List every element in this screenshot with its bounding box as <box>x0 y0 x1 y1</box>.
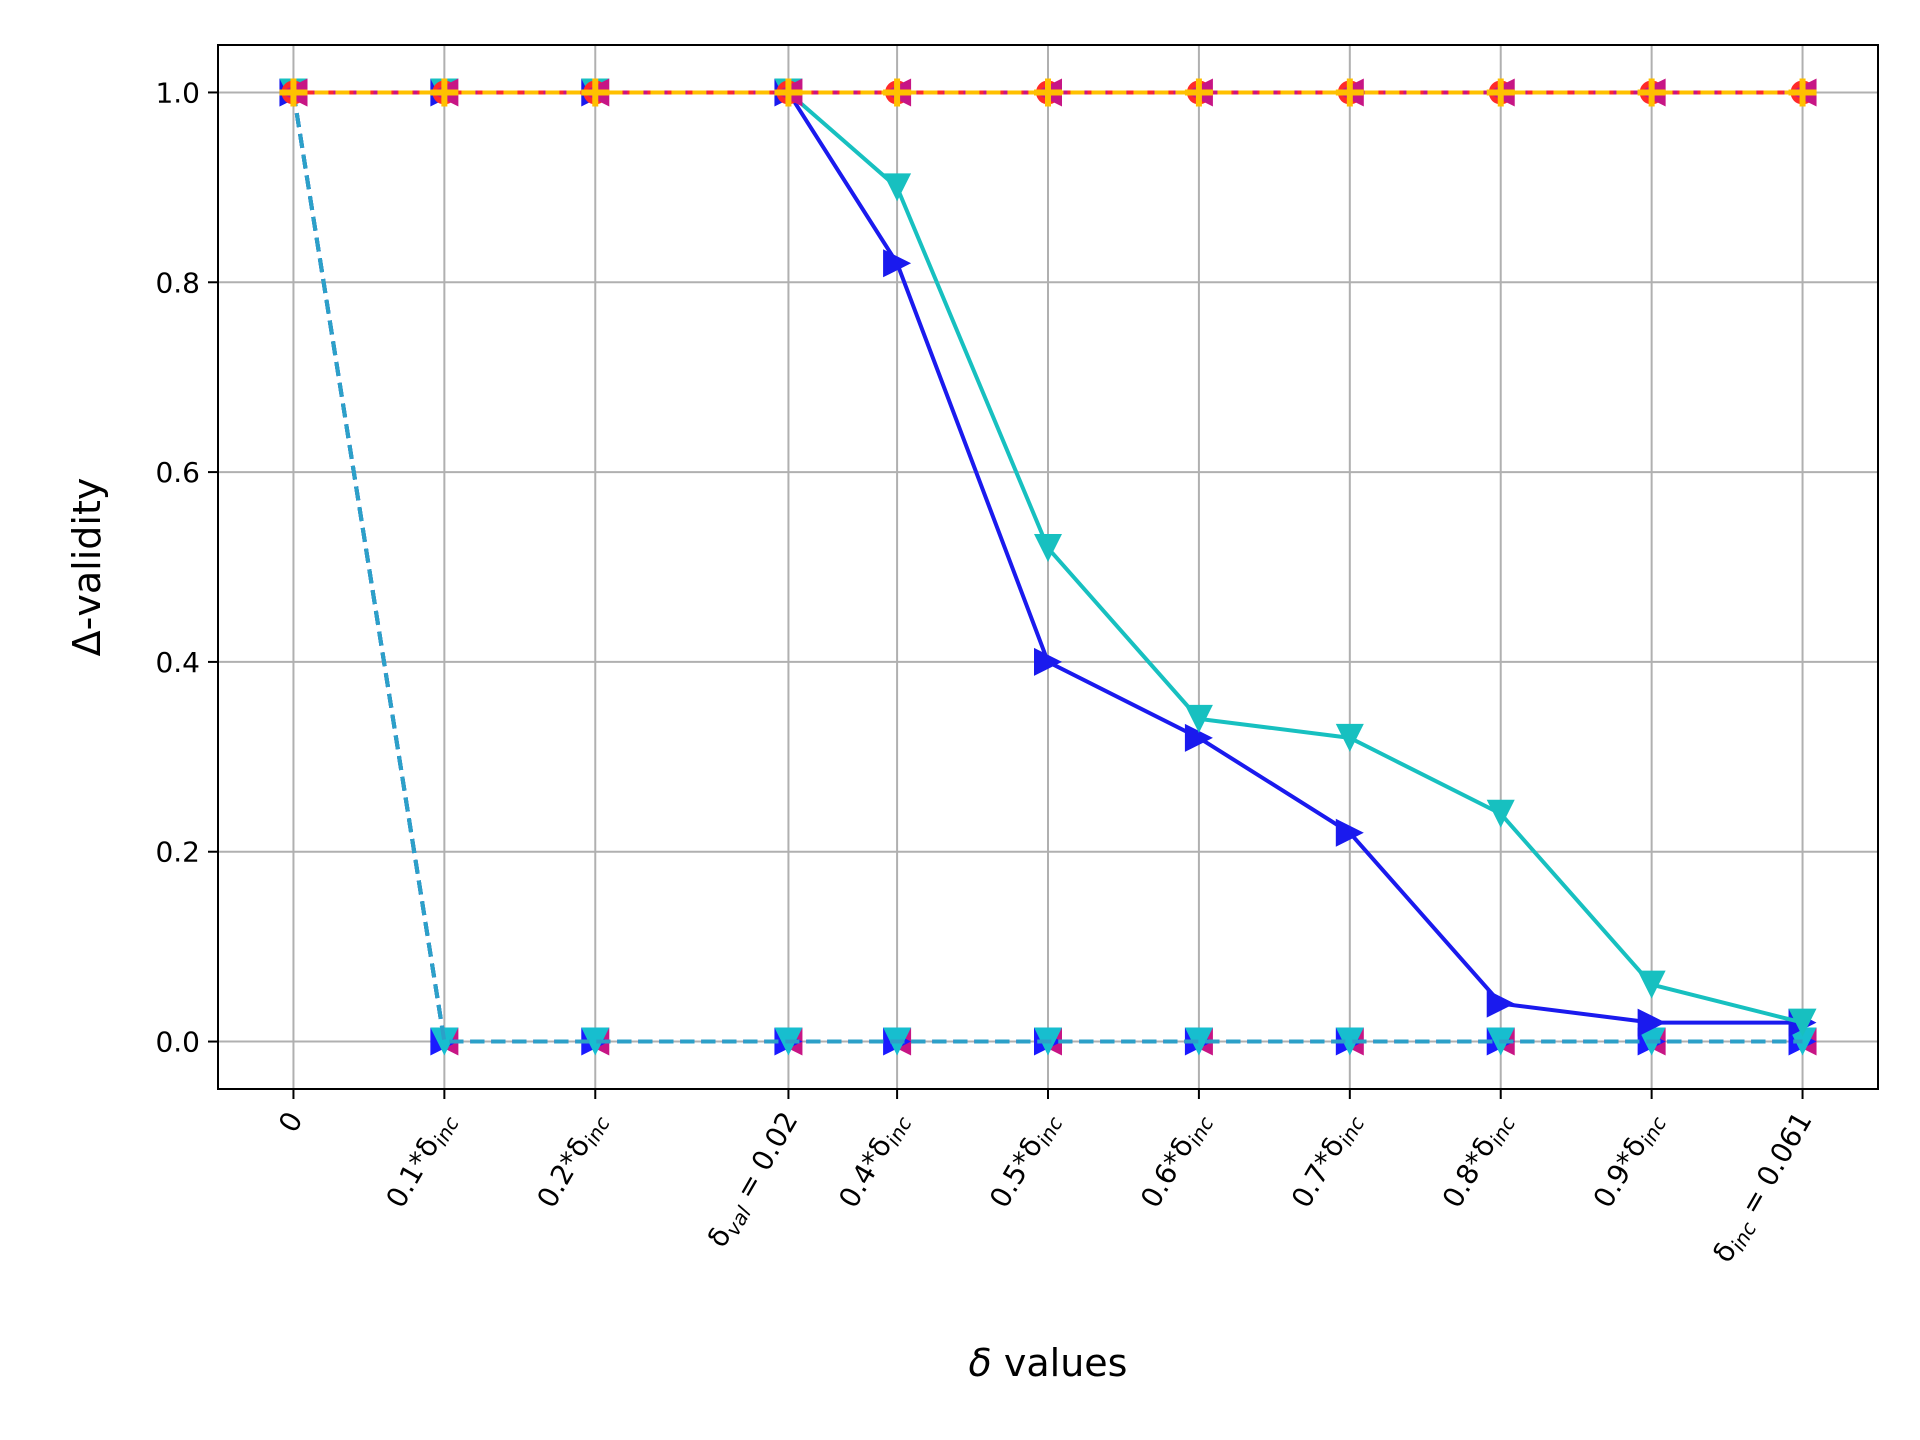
series-line <box>279 78 1817 107</box>
data-point <box>774 78 803 107</box>
data-point <box>1637 1008 1666 1037</box>
series-path <box>291 92 1803 1044</box>
y-tick-label: 0.8 <box>155 266 200 299</box>
y-tick-label: 1.0 <box>155 76 200 109</box>
plot-series <box>279 78 1817 1056</box>
data-point <box>1335 818 1364 847</box>
data-point <box>1034 534 1062 563</box>
data-point <box>581 78 610 107</box>
data-point <box>430 1027 459 1056</box>
data-point <box>1335 1027 1364 1056</box>
x-axis-label-text: values <box>992 1341 1128 1385</box>
data-point <box>1184 1027 1213 1056</box>
data-point <box>1788 78 1817 107</box>
data-point <box>1486 78 1515 107</box>
x-axis-label-symbol: δ <box>969 1341 992 1385</box>
data-point <box>1034 647 1062 676</box>
y-tick-label: 0.6 <box>155 456 200 489</box>
data-point <box>1335 723 1364 752</box>
y-tick-label: 0.0 <box>155 1026 200 1059</box>
x-axis-label: δ values <box>969 1341 1128 1385</box>
data-point <box>883 173 912 202</box>
data-point <box>883 249 912 278</box>
series-line <box>291 92 1803 1044</box>
data-point <box>1184 723 1213 752</box>
data-point <box>1486 799 1515 828</box>
y-axis-label: Δ-validity <box>65 478 109 657</box>
data-point <box>430 78 459 107</box>
data-point <box>1184 704 1213 733</box>
data-point <box>1788 1008 1817 1037</box>
data-point <box>883 78 912 107</box>
data-point <box>1184 78 1213 107</box>
y-tick-label: 0.2 <box>155 836 200 869</box>
data-point <box>1034 78 1062 107</box>
y-tick-label: 0.4 <box>155 646 200 679</box>
data-point <box>279 78 308 107</box>
data-point <box>1637 970 1666 999</box>
data-point <box>581 1027 610 1056</box>
data-point <box>1486 989 1515 1018</box>
data-point <box>1637 78 1666 107</box>
data-point <box>1335 78 1364 107</box>
